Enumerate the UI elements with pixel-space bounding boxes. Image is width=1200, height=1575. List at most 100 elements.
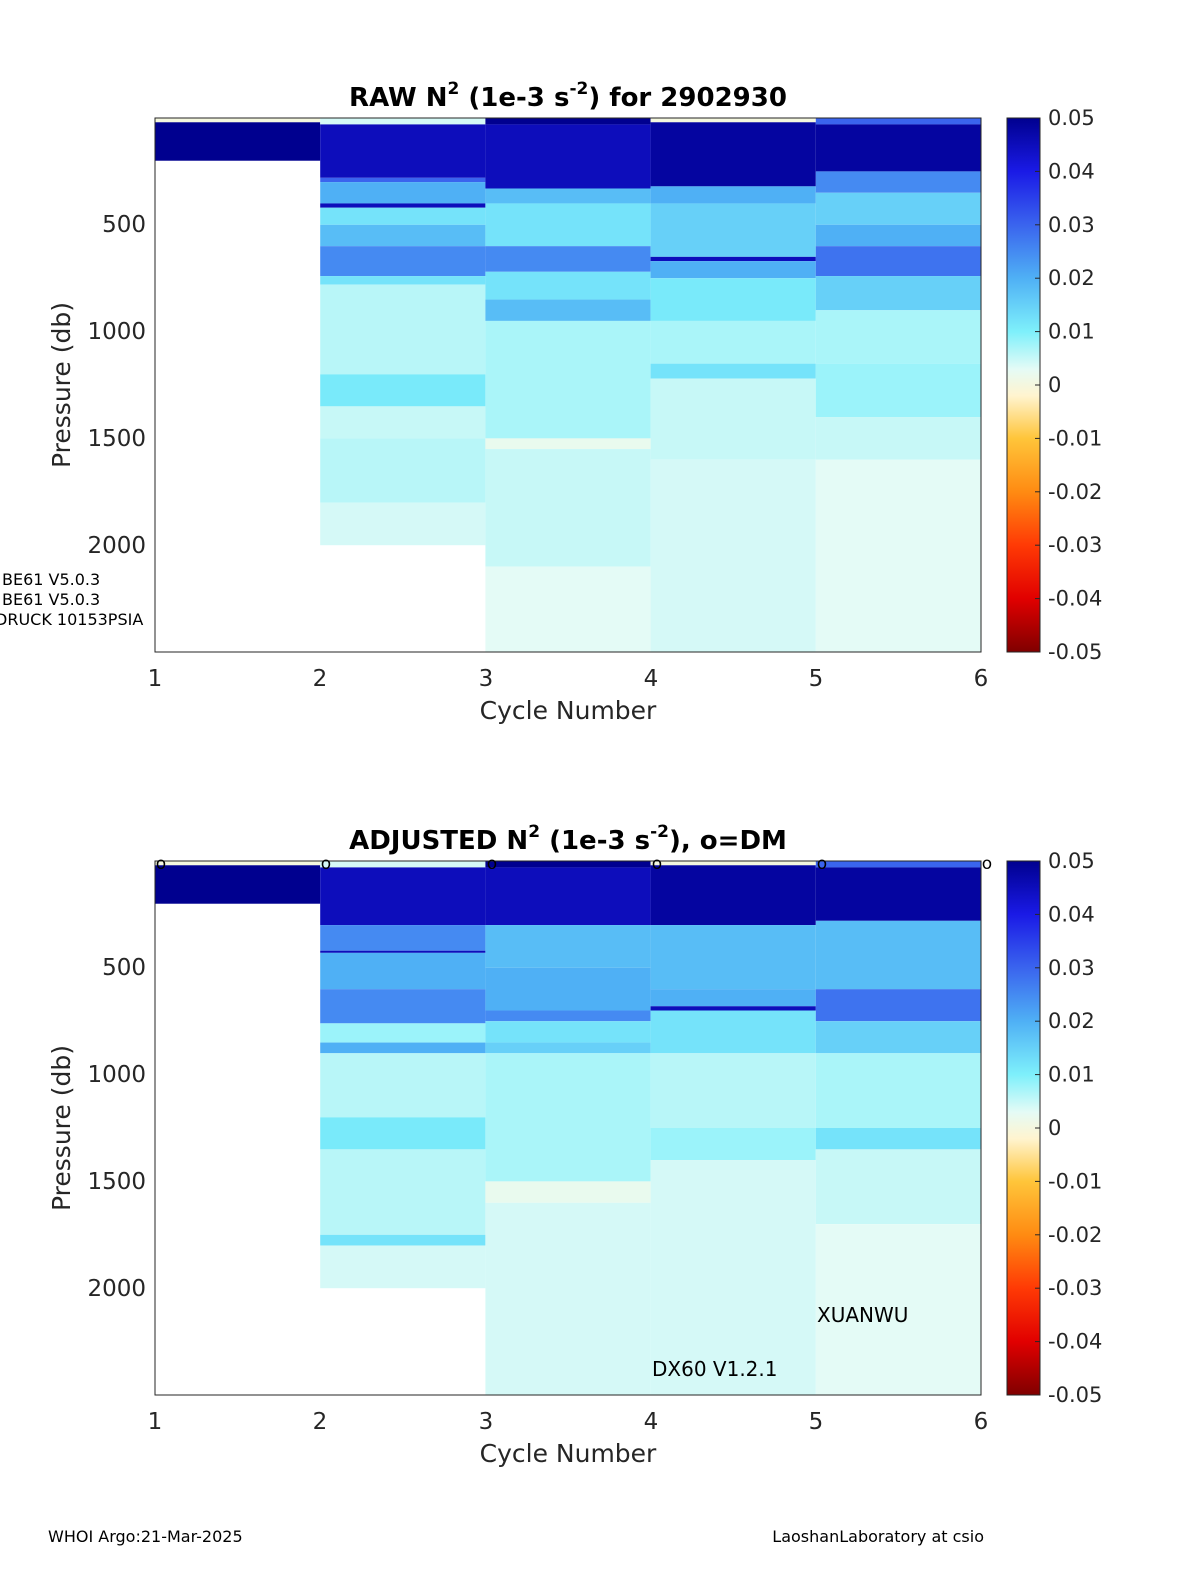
heatmap-cell [815, 246, 981, 277]
heatmap-cell [650, 378, 816, 460]
adjusted-annotation: DX60 V1.2.1 [652, 1357, 777, 1381]
colorbar-tick-label: 0 [1048, 373, 1061, 397]
adjusted-y-ticks: 500 1000 1500 2000 [87, 955, 146, 1302]
heatmap-cell [485, 246, 651, 272]
heatmap-cell [485, 271, 651, 300]
heatmap-cell [815, 224, 981, 247]
heatmap-cell [320, 203, 486, 208]
heatmap-cell [320, 1245, 486, 1289]
dm-marker: o [321, 854, 331, 874]
heatmap-cell [650, 1010, 816, 1054]
heatmap-cell [815, 1128, 981, 1150]
raw-xtick-label: 1 [148, 666, 163, 692]
heatmap-cell [815, 417, 981, 460]
raw-colorbar: 0.05 0.04 0.03 0.02 0.01 0 -0.01 -0.02 -0.03 -0.0… [1006, 106, 1102, 664]
heatmap-cell [815, 1021, 981, 1054]
heatmap-cell [485, 925, 651, 968]
adjusted-colorbar-ticks: 0.05 0.04 0.03 0.02 0.01 0 -0.01 -0.02 -0.03 -0.0… [1035, 849, 1102, 1407]
adjusted-dm-markers: o o o o o o [156, 854, 992, 874]
raw-x-ticks: 1 2 3 4 5 6 [148, 666, 989, 692]
adjusted-y-axis-label: Pressure (db) [47, 1045, 76, 1211]
heatmap-cell [650, 861, 816, 866]
raw-x-axis-label: Cycle Number [480, 696, 657, 725]
adjusted-xtick-label: 3 [479, 1409, 494, 1435]
heatmap-cell [650, 256, 816, 262]
dm-marker: o [652, 854, 662, 874]
adjusted-x-ticks: 1 2 3 4 5 6 [148, 1409, 989, 1435]
colorbar-tick-label: 0.05 [1048, 849, 1095, 873]
heatmap-cell [650, 459, 816, 652]
colorbar-tick-label: 0.01 [1048, 1063, 1095, 1087]
heatmap-cell [485, 188, 651, 204]
dm-marker: o [982, 854, 992, 874]
heatmap-cell [320, 1149, 486, 1235]
adjusted-xtick-label: 5 [809, 1409, 824, 1435]
adjusted-xtick-label: 1 [148, 1409, 163, 1435]
heatmap-cell [320, 950, 486, 953]
adjusted-colorbar: 0.05 0.04 0.03 0.02 0.01 0 -0.01 -0.02 -0.03 -0.0… [1006, 849, 1102, 1407]
heatmap-cell [815, 920, 981, 990]
raw-xtick-label: 5 [809, 666, 824, 692]
colorbar-tick-label: -0.02 [1048, 1223, 1102, 1247]
raw-ytick-label: 1000 [87, 319, 146, 345]
heatmap-cell [320, 177, 486, 183]
heatmap-cell [815, 171, 981, 193]
heatmap-cell [650, 320, 816, 364]
heatmap-cell [485, 867, 651, 926]
heatmap-cell [155, 118, 321, 123]
heatmap-cell [485, 299, 651, 321]
heatmap-cell [815, 310, 981, 364]
heatmap-cell [650, 278, 816, 321]
colorbar-tick-label: 0.02 [1048, 266, 1095, 290]
raw-ytick-label: 500 [102, 212, 146, 238]
heatmap-cell [815, 867, 981, 921]
heatmap-cell [320, 224, 486, 247]
colorbar-tick-label: 0 [1048, 1116, 1061, 1140]
adjusted-plot-frame [154, 860, 982, 1396]
heatmap-cell [650, 261, 816, 279]
raw-annotation: BE61 V5.0.3 [2, 590, 100, 609]
heatmap-cell [320, 989, 486, 1024]
heatmap-cell [155, 861, 321, 866]
heatmap-cell [650, 203, 816, 257]
heatmap-cell [815, 459, 981, 652]
raw-ytick-label: 2000 [87, 533, 146, 559]
heatmap-cell [320, 502, 486, 546]
heatmap-cell [815, 861, 981, 868]
colorbar-tick-label: 0.04 [1048, 902, 1095, 926]
heatmap-cell [320, 438, 486, 503]
colorbar-tick-label: 0.05 [1048, 106, 1095, 130]
heatmap-cell [650, 186, 816, 204]
dm-marker: o [487, 854, 497, 874]
heatmap-cell [815, 1224, 981, 1395]
adjusted-annotations: XUANWU DX60 V1.2.1 [652, 1303, 908, 1381]
raw-annotation: BE61 V5.0.3 [2, 570, 100, 589]
heatmap-cell [320, 1234, 486, 1246]
heatmap-cell [320, 182, 486, 204]
heatmap-cell [650, 118, 816, 123]
heatmap-cell [485, 1053, 651, 1182]
colorbar-tick-label: 0.02 [1048, 1009, 1095, 1033]
adjusted-xtick-label: 4 [644, 1409, 659, 1435]
heatmap-cell [320, 861, 486, 868]
heatmap-cell [650, 1128, 816, 1161]
colorbar-tick-label: -0.04 [1048, 1330, 1102, 1354]
adjusted-colorbar-ramp [1006, 860, 1041, 1396]
raw-heatmap-cells [155, 118, 981, 652]
heatmap-cell [320, 867, 486, 926]
heatmap-cell [485, 1202, 651, 1395]
heatmap-cell [320, 1053, 486, 1118]
adjusted-annotation: XUANWU [817, 1303, 908, 1327]
adjusted-x-axis-label: Cycle Number [480, 1439, 657, 1468]
heatmap-cell [650, 865, 816, 926]
colorbar-tick-label: 0.04 [1048, 159, 1095, 183]
heatmap-cell [320, 207, 486, 225]
heatmap-cell [650, 1053, 816, 1128]
raw-xtick-label: 2 [313, 666, 328, 692]
heatmap-cell [320, 925, 486, 951]
raw-colorbar-ramp [1006, 117, 1041, 653]
dm-marker: o [817, 854, 827, 874]
heatmap-cell [815, 276, 981, 311]
raw-title: RAW N2 (1e-3 s-2) for 2902930 [349, 79, 787, 113]
